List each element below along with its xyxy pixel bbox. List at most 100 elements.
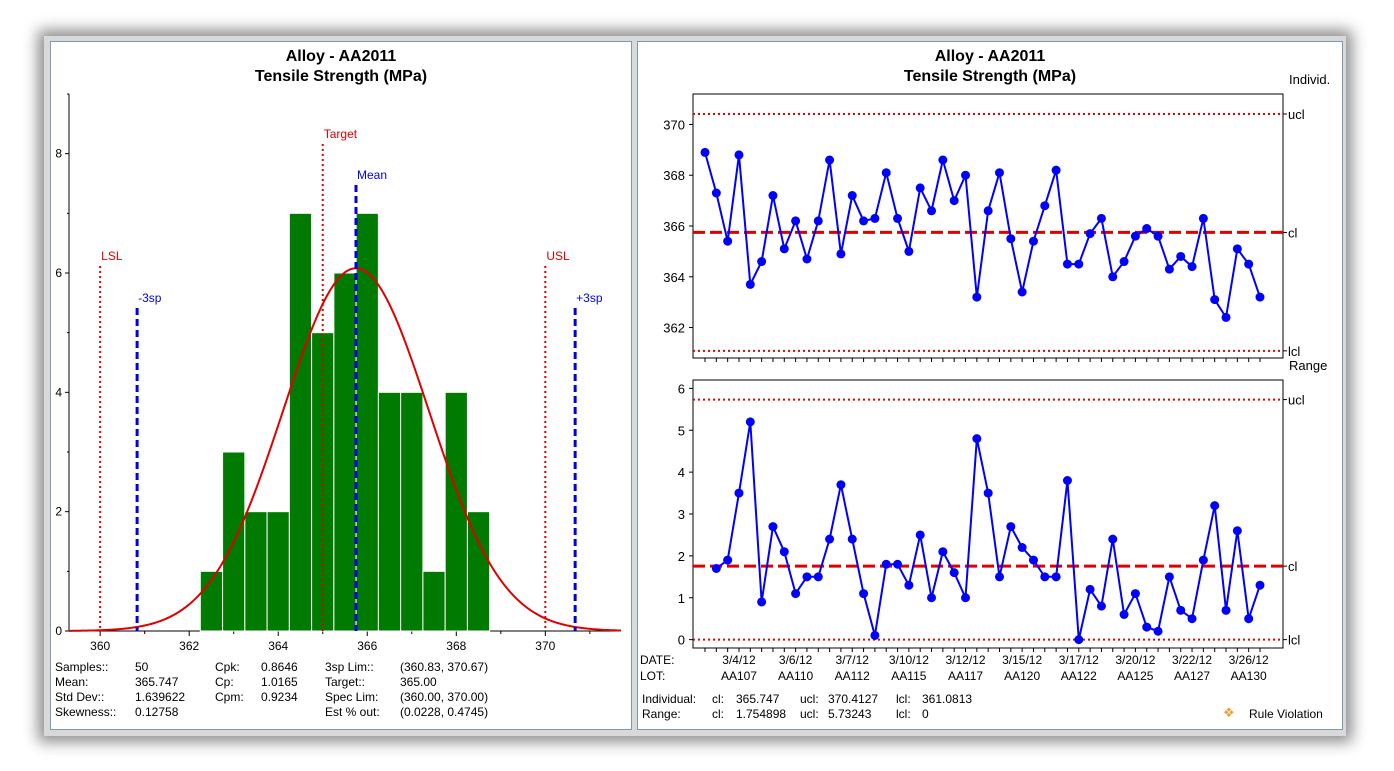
data-point [881, 168, 891, 178]
individual-cl-label: cl: [712, 692, 724, 706]
lot-label: AA107 [721, 669, 757, 683]
control-limit-label: ucl [1288, 393, 1305, 408]
data-point [994, 572, 1004, 582]
histogram-stats: Samples:: 50 Mean: 365.747 Std Dev:: 1.6… [51, 660, 631, 726]
data-point [949, 196, 959, 206]
control-limit-label: cl [1288, 225, 1298, 240]
reference-line-label: LSL [101, 249, 123, 263]
data-point [1187, 614, 1197, 624]
samples-label: Samples:: [55, 660, 109, 674]
histogram-subtitle: Tensile Strength (MPa) [255, 68, 427, 85]
data-point [1142, 622, 1152, 632]
range-lcl-label: lcl: [896, 707, 911, 721]
data-point [927, 593, 937, 603]
date-label: 3/26/12 [1229, 653, 1269, 667]
control-chart-panel: Alloy - AA2011 Tensile Strength (MPa) In… [637, 41, 1343, 730]
data-point [938, 547, 948, 557]
y-tick-label: 4 [678, 465, 685, 480]
individual-chart-label: Individ. [1289, 72, 1330, 87]
individual-cl-value: 365.747 [736, 692, 780, 706]
reference-line-label: Target [324, 127, 358, 141]
cpm-label: Cpm: [215, 690, 244, 704]
reference-line-label: USL [546, 249, 570, 263]
data-point [836, 249, 846, 259]
data-point [881, 559, 891, 569]
data-point [1028, 555, 1038, 565]
data-point [1006, 522, 1016, 532]
lot-label: AA117 [948, 669, 983, 683]
data-point [1108, 272, 1118, 282]
y-tick-label: 8 [55, 147, 62, 161]
data-point [847, 534, 857, 544]
data-point [1028, 236, 1038, 246]
data-point [1232, 244, 1242, 254]
histogram-bar [244, 511, 268, 632]
series-line [704, 152, 1261, 321]
x-tick-label: 362 [179, 639, 199, 653]
data-point [1221, 605, 1231, 615]
data-point [1062, 476, 1072, 485]
spec-limits-value: (360.00, 370.00) [400, 690, 489, 704]
data-point [938, 155, 948, 165]
lot-label: AA120 [1004, 669, 1040, 683]
y-tick-label: 3 [678, 507, 685, 522]
y-tick-label: 362 [663, 321, 685, 336]
y-tick-label: 4 [55, 385, 62, 399]
data-point [1210, 501, 1220, 511]
data-point [1142, 224, 1152, 234]
data-point [825, 534, 835, 544]
data-point [745, 417, 755, 427]
data-point [893, 213, 903, 223]
cp-value: 1.0165 [261, 675, 298, 689]
histogram-bar [266, 511, 290, 632]
data-point [802, 572, 812, 582]
stddev-value: 1.639622 [135, 690, 186, 704]
lot-label: AA127 [1174, 669, 1210, 683]
data-point [1108, 534, 1118, 544]
target-label: Target:: [325, 675, 366, 689]
sigma-limits-label: 3sp Lim:: [325, 660, 374, 674]
data-point [813, 572, 823, 582]
data-point [757, 257, 767, 267]
rule-violation-icon: ❖ [1223, 705, 1235, 720]
data-point [1176, 605, 1186, 615]
data-point [1255, 292, 1265, 302]
cp-label: Cp: [215, 675, 234, 689]
est-out-value: (0.0228, 0.4745) [400, 705, 489, 719]
data-point [1232, 526, 1242, 536]
histogram-bar [333, 272, 357, 632]
control-limit-label: lcl [1288, 633, 1300, 648]
data-point [961, 593, 971, 603]
data-point [779, 547, 789, 557]
lot-label: AA112 [835, 669, 870, 683]
data-point [825, 155, 835, 165]
date-axis-label: DATE: [640, 653, 674, 667]
data-point [779, 244, 789, 254]
y-tick-label: 364 [663, 270, 685, 285]
skewness-label: Skewness:: [55, 705, 117, 719]
cpm-value: 0.9234 [261, 690, 298, 704]
date-label: 3/20/12 [1115, 653, 1155, 667]
data-point [927, 206, 937, 216]
data-point [1130, 589, 1140, 599]
data-point [915, 530, 925, 540]
data-point [1074, 259, 1084, 269]
date-label: 3/10/12 [889, 653, 929, 667]
date-label: 3/6/12 [779, 653, 813, 667]
plot-frame [692, 93, 1284, 359]
data-point [1085, 229, 1095, 239]
data-point [972, 434, 982, 444]
x-tick-label: 366 [357, 639, 377, 653]
samples-value: 50 [135, 660, 149, 674]
data-point [1153, 626, 1163, 636]
histogram-title: Alloy - AA2011 [286, 48, 397, 65]
data-point [791, 589, 801, 599]
y-tick-label: 1 [678, 591, 685, 606]
range-cl-value: 1.754898 [736, 707, 787, 721]
data-point [870, 630, 880, 640]
x-tick-label: 360 [90, 639, 110, 653]
histogram-bar [400, 391, 424, 632]
data-point [700, 147, 710, 157]
reference-line-label: Mean [357, 168, 387, 182]
data-point [1198, 555, 1208, 565]
